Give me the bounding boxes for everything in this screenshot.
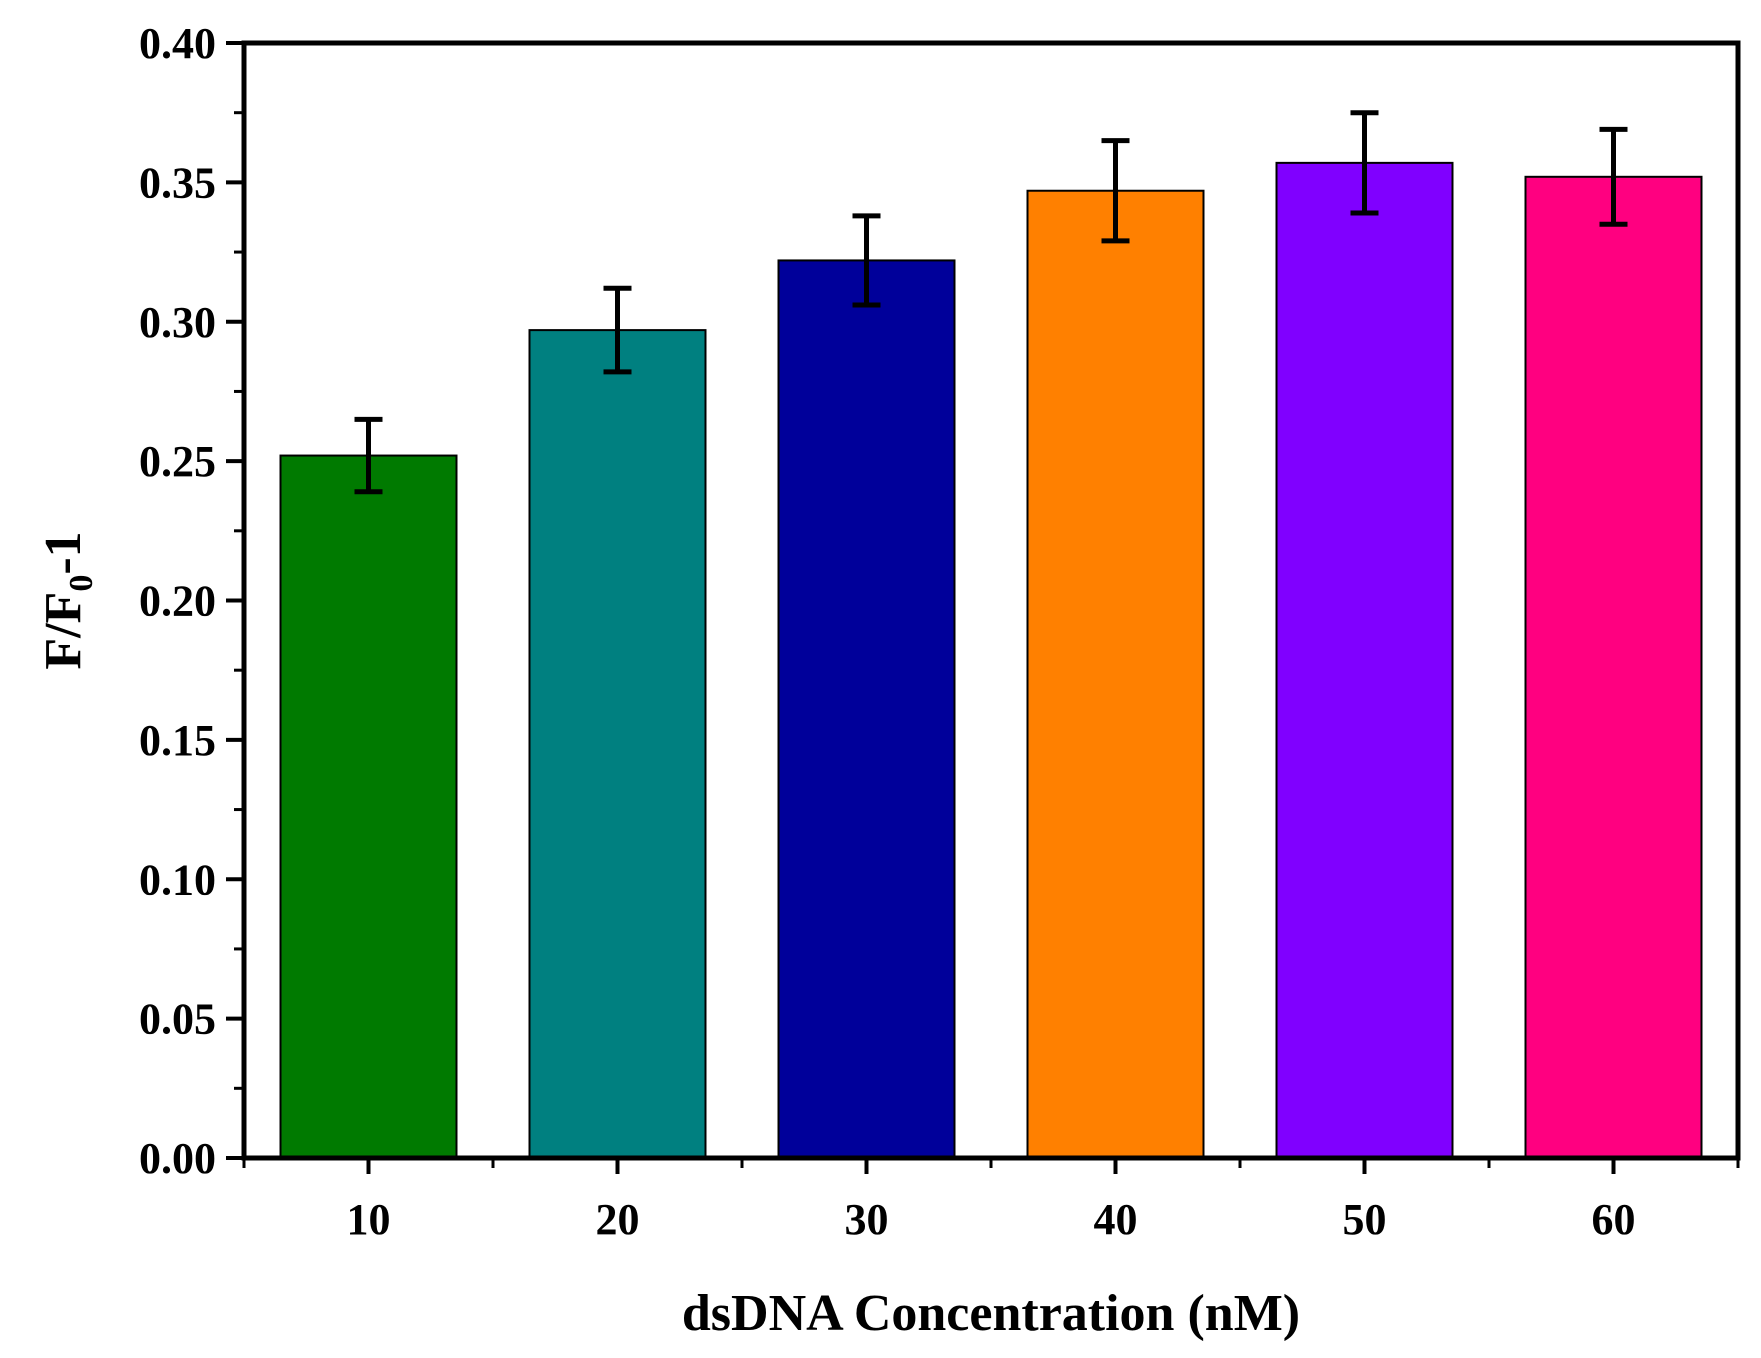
bar-40 [1026,189,1205,1160]
y-tick-label: 0.10 [139,855,216,904]
bar-60 [1524,175,1703,1160]
x-tick-label: 40 [1094,1195,1138,1244]
y-axis-title: F/F0-1 [35,531,100,669]
plot-frame [241,40,1741,1161]
y-tick-label: 0.05 [139,995,216,1044]
x-tick-label: 60 [1592,1195,1636,1244]
y-tick-label: 0.30 [139,298,216,347]
y-tick-label: 0.40 [139,19,216,68]
y-tick-label: 0.15 [139,716,216,765]
error-bar-50 [1350,110,1379,216]
y-tick-label: 0.00 [139,1134,216,1183]
bar-20 [528,329,707,1159]
bar-50 [1275,161,1454,1160]
error-bar-20 [603,285,632,375]
bars-group [279,161,1703,1160]
x-tick-label: 50 [1343,1195,1387,1244]
x-axis-ticks: 10 20 30 40 50 60 [242,1158,1740,1244]
error-bar-10 [354,416,383,495]
x-axis-title: dsDNA Concentration (nM) [682,1285,1300,1342]
y-tick-label: 0.25 [139,437,216,486]
error-bar-40 [1101,138,1130,244]
bar-10 [279,454,458,1159]
y-axis-title-subscript: 0 [63,575,100,592]
y-axis-title-suffix: -1 [35,531,92,574]
error-bar-30 [852,213,881,308]
y-tick-label: 0.20 [139,577,216,626]
error-bar-60 [1599,126,1628,227]
x-tick-label: 30 [845,1195,889,1244]
bar-30 [777,259,956,1159]
y-axis-title-main: F/F [35,592,92,670]
x-tick-label: 20 [596,1195,640,1244]
y-axis-ticks: 0.00 0.05 0.10 0.15 0.20 0.25 0.30 0.35 0.40 [139,19,244,1183]
error-bars-group [354,110,1628,495]
y-tick-label: 0.35 [139,158,216,207]
x-tick-label: 10 [347,1195,391,1244]
